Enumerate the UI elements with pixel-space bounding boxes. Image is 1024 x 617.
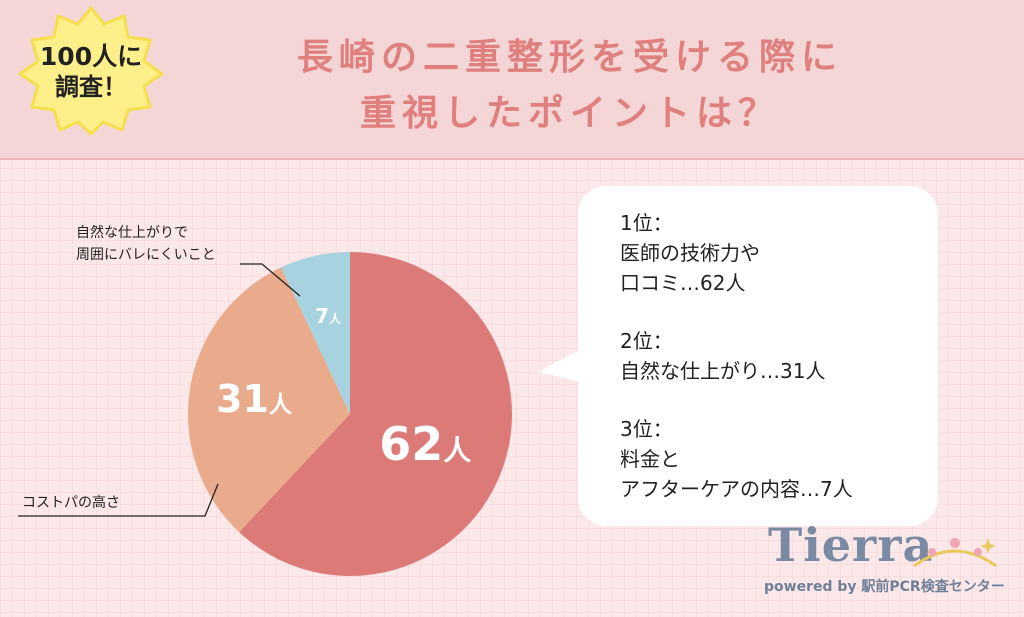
- rank-second: 2位： 自然な仕上がり…31人: [620, 326, 825, 386]
- header-band: [0, 0, 1024, 158]
- rank-third-line2: アフターケアの内容…7人: [620, 477, 853, 501]
- survey-badge: 100人に 調査！: [16, 4, 166, 136]
- badge-line2: 調査！: [55, 73, 127, 101]
- callout-natural: 自然な仕上がりで 周囲にバレにくいこと: [76, 222, 216, 266]
- rank-first-label: 1位：: [620, 211, 673, 235]
- callout-cost: コストパの高さ: [22, 492, 120, 514]
- rank-second-line1: 自然な仕上がり…31人: [620, 359, 826, 383]
- pie-slice-2: [187, 267, 350, 533]
- callout-leader-natural: [240, 263, 301, 297]
- callout-cost-label: コストパの高さ: [22, 495, 120, 511]
- rank-first-line2: 口コミ…62人: [620, 271, 746, 295]
- pie-label-2: 31人: [216, 377, 293, 421]
- logo-sub: powered by 駅前PCR検査センター: [764, 579, 1005, 595]
- pie-label-1: 62人: [379, 417, 471, 471]
- tierra-logo: Tierra powered by 駅前PCR検査センター: [760, 518, 1010, 608]
- rank-first: 1位： 医師の技術力や 口コミ…62人: [620, 208, 760, 298]
- tiara-icon: [913, 538, 997, 568]
- rank-second-label: 2位：: [620, 329, 673, 353]
- logo-name: Tierra: [768, 518, 934, 572]
- callout-natural-line1: 自然な仕上がりで: [76, 225, 188, 241]
- pie-label-3: 7人: [315, 304, 342, 328]
- header-divider: [0, 158, 1024, 160]
- rank-third-line1: 料金と: [620, 447, 680, 471]
- callout-leader-cost: [18, 483, 219, 517]
- rank-third-label: 3位：: [620, 417, 673, 441]
- starburst-icon: [18, 6, 164, 136]
- badge-line1: 100人に: [39, 42, 143, 71]
- page-title: 長崎の二重整形を受ける際に 重視したポイントは？: [200, 30, 940, 142]
- callout-natural-line2: 周囲にバレにくいこと: [76, 247, 216, 263]
- rank-first-line1: 医師の技術力や: [620, 241, 760, 265]
- ranking-bubble: [578, 186, 938, 526]
- rank-third: 3位： 料金と アフターケアの内容…7人: [620, 414, 853, 504]
- pie-slice-1: [239, 252, 513, 576]
- pie-slice-3: [281, 252, 350, 414]
- title-line1: 長崎の二重整形を受ける際に: [296, 37, 843, 78]
- title-line2: 重視したポイントは？: [359, 93, 780, 134]
